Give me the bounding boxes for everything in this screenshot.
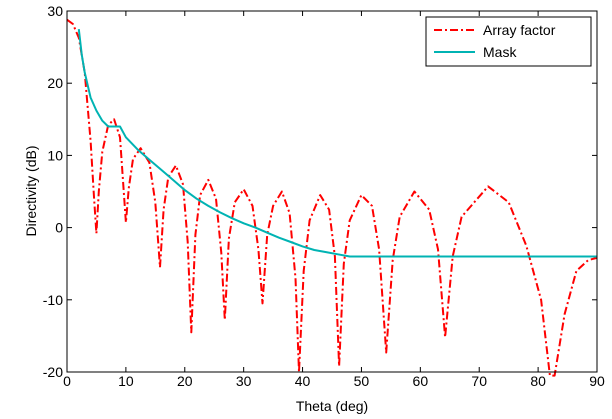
x-tick-label: 70 bbox=[471, 373, 487, 389]
x-tick-label: 30 bbox=[236, 373, 252, 389]
y-tick-label: 10 bbox=[47, 147, 63, 163]
y-tick-label: 0 bbox=[55, 220, 63, 236]
x-tick-label: 80 bbox=[530, 373, 546, 389]
y-tick-label: -20 bbox=[43, 364, 63, 380]
plot-frame bbox=[66, 10, 598, 373]
legend-box bbox=[425, 16, 592, 67]
plot-background bbox=[67, 11, 597, 372]
legend: Array factor Mask bbox=[425, 16, 592, 67]
y-axis-label: Directivity (dB) bbox=[23, 145, 39, 236]
x-tick-label: 10 bbox=[118, 373, 134, 389]
series-line-mask bbox=[77, 28, 597, 258]
series-layer bbox=[66, 18, 598, 377]
legend-label-array-factor: Array factor bbox=[483, 22, 556, 38]
y-tick-label: -10 bbox=[43, 292, 63, 308]
x-tick-label: 0 bbox=[63, 373, 71, 389]
x-axis-label: Theta (deg) bbox=[296, 398, 368, 414]
y-tick-label: 20 bbox=[47, 75, 63, 91]
legend-label-mask: Mask bbox=[483, 44, 517, 60]
x-tick-label: 50 bbox=[354, 373, 370, 389]
x-tick-label: 20 bbox=[177, 373, 193, 389]
series-line-array-factor bbox=[66, 18, 598, 377]
x-tick-label: 40 bbox=[295, 373, 311, 389]
ticks-layer: 0 10 20 30 40 50 60 70 80 90 -20 -10 0 10 20 30 bbox=[43, 3, 605, 389]
x-tick-label: 60 bbox=[413, 373, 429, 389]
x-tick-label: 90 bbox=[589, 373, 605, 389]
y-tick-label: 30 bbox=[47, 3, 63, 19]
